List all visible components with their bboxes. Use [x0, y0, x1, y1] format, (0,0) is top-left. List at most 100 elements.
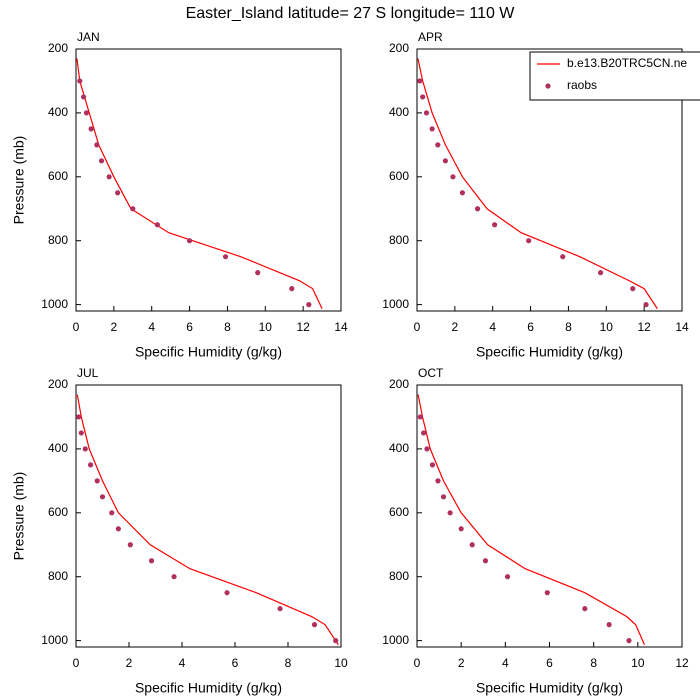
- raobs-point: [458, 526, 464, 532]
- x-tick-label: 8: [224, 320, 231, 334]
- raobs-point: [83, 110, 90, 116]
- x-tick-label: 6: [186, 320, 193, 334]
- x-tick-label: 2: [126, 656, 133, 670]
- y-tick-label: 800: [389, 569, 409, 583]
- y-tick-label: 800: [48, 569, 68, 583]
- raobs-point: [78, 430, 84, 436]
- plot-frame: [416, 384, 683, 648]
- x-tick-label: 0: [73, 320, 80, 334]
- x-axis-label: Specific Humidity (g/kg): [476, 680, 623, 696]
- x-tick-label: 10: [631, 656, 645, 670]
- x-tick-label: 2: [458, 656, 465, 670]
- raobs-point: [492, 222, 498, 228]
- y-tick-label: 600: [48, 169, 68, 183]
- raobs-point: [115, 190, 121, 196]
- raobs-point: [255, 270, 261, 276]
- raobs-point: [560, 254, 566, 260]
- y-tick-label: 400: [48, 105, 68, 119]
- x-tick-label: 6: [546, 656, 553, 670]
- model-line: [417, 58, 658, 310]
- x-tick-label: 12: [675, 656, 689, 670]
- raobs-point: [76, 414, 82, 420]
- x-tick-label: 0: [414, 656, 421, 670]
- raobs-point: [417, 414, 423, 420]
- raobs-point: [186, 238, 193, 244]
- raobs-point: [435, 142, 441, 148]
- raobs-point: [582, 606, 588, 612]
- raobs-point: [99, 494, 106, 500]
- raobs-point: [643, 302, 649, 308]
- x-axis-label: Specific Humidity (g/kg): [135, 344, 282, 360]
- x-tick-label: 4: [489, 320, 496, 334]
- raobs-point: [154, 222, 160, 228]
- x-tick-label: 10: [600, 320, 614, 334]
- x-tick-label: 14: [675, 320, 689, 334]
- y-tick-label: 400: [48, 441, 68, 455]
- model-line: [76, 58, 323, 310]
- y-tick-label: 200: [48, 41, 68, 55]
- raobs-point: [474, 206, 481, 212]
- raobs-point: [420, 94, 426, 100]
- y-tick-label: 1000: [382, 633, 409, 647]
- raobs-point: [606, 622, 612, 628]
- raobs-point: [306, 302, 312, 308]
- panel-title: JUL: [77, 366, 99, 380]
- raobs-point: [504, 574, 511, 580]
- raobs-point: [224, 590, 230, 596]
- panel-title: OCT: [418, 366, 444, 380]
- x-axis-label: Specific Humidity (g/kg): [135, 680, 282, 696]
- x-tick-label: 6: [232, 656, 239, 670]
- x-tick-label: 12: [637, 320, 651, 334]
- raobs-point: [88, 126, 94, 132]
- y-axis-label: Pressure (mb): [11, 472, 27, 561]
- plot-frame: [75, 48, 342, 312]
- raobs-point: [626, 638, 632, 644]
- x-tick-label: 8: [590, 656, 597, 670]
- raobs-point: [106, 174, 112, 180]
- raobs-point: [127, 542, 133, 548]
- raobs-point: [450, 174, 456, 180]
- plot-frame: [75, 384, 342, 648]
- raobs-point: [277, 606, 283, 612]
- raobs-point: [435, 478, 441, 484]
- raobs-point: [80, 94, 87, 100]
- raobs-point: [222, 254, 229, 260]
- x-tick-label: 14: [334, 320, 348, 334]
- raobs-point: [109, 510, 115, 516]
- raobs-point: [423, 110, 430, 116]
- raobs-point: [544, 590, 550, 596]
- raobs-point: [148, 558, 155, 564]
- y-tick-label: 200: [48, 377, 68, 391]
- raobs-point: [417, 78, 423, 84]
- x-tick-label: 8: [285, 656, 292, 670]
- plot-frame: [416, 48, 683, 312]
- raobs-point: [429, 126, 435, 132]
- model-line: [417, 394, 646, 646]
- raobs-point: [442, 158, 448, 164]
- raobs-point: [429, 462, 436, 468]
- raobs-point: [115, 526, 121, 532]
- raobs-point: [630, 286, 636, 292]
- x-tick-label: 2: [111, 320, 118, 334]
- raobs-point: [94, 478, 100, 484]
- x-tick-label: 0: [414, 320, 421, 334]
- raobs-point: [77, 78, 83, 84]
- raobs-point: [459, 190, 466, 196]
- raobs-point: [598, 270, 604, 276]
- panel-title: APR: [418, 30, 443, 44]
- raobs-point: [82, 446, 88, 452]
- raobs-point: [87, 462, 94, 468]
- y-tick-label: 400: [389, 105, 409, 119]
- raobs-point: [440, 494, 447, 500]
- x-tick-label: 4: [502, 656, 509, 670]
- raobs-point: [130, 206, 136, 212]
- model-line: [76, 394, 339, 646]
- raobs-point: [447, 510, 453, 516]
- legend-label: raobs: [567, 78, 597, 92]
- x-tick-label: 4: [148, 320, 155, 334]
- x-tick-label: 10: [259, 320, 273, 334]
- legend-box: [529, 51, 700, 101]
- x-tick-label: 10: [334, 656, 348, 670]
- x-axis-label: Specific Humidity (g/kg): [476, 344, 623, 360]
